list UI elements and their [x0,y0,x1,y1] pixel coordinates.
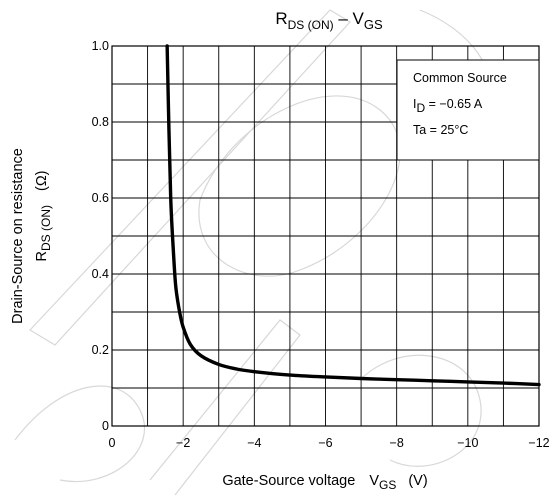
series-group [165,44,541,387]
watermark-decoration [14,9,493,496]
y-axis-label-2: RDS (ON)(Ω) [34,171,53,262]
series-line [165,44,541,387]
y-tick-label: 0.2 [92,343,109,357]
x-tick-labels: 0 −2 −4 −6 −8 −10 −12 [109,436,550,450]
grid-lines [112,46,539,426]
x-tick-label: −4 [247,436,261,450]
y-tick-label: 0.8 [92,115,109,129]
y-tick-label: 0.4 [92,267,109,281]
y-tick-labels: 0 0.2 0.4 0.6 0.8 1.0 [92,39,109,433]
plot-frame [111,45,540,427]
legend-line-3: Ta = 25°C [413,123,468,137]
x-tick-label: 0 [109,436,116,450]
legend-box [396,59,540,161]
y-axis-label-line-1: Drain-Source on resistance [10,148,26,324]
x-tick-label: −8 [390,436,404,450]
legend-line-2: ID = −0.65 A [413,97,483,115]
x-tick-label: −2 [176,436,190,450]
y-axis-label-line-2: RDS (ON)(Ω) [34,171,53,262]
y-axis-label: Drain-Source on resistance [10,148,26,324]
x-axis-label: Gate-Source voltage VGS (V) [222,473,427,492]
x-tick-label: −6 [318,436,332,450]
chart-title: RDS (ON) – VGS [275,9,383,32]
y-tick-label: 0 [102,419,109,433]
legend: Common Source ID = −0.65 A Ta = 25°C [396,59,540,161]
x-tick-label: −12 [528,436,549,450]
y-tick-label: 1.0 [92,39,109,53]
x-tick-label: −10 [457,436,478,450]
y-tick-label: 0.6 [92,191,109,205]
legend-line-1: Common Source [413,71,507,85]
